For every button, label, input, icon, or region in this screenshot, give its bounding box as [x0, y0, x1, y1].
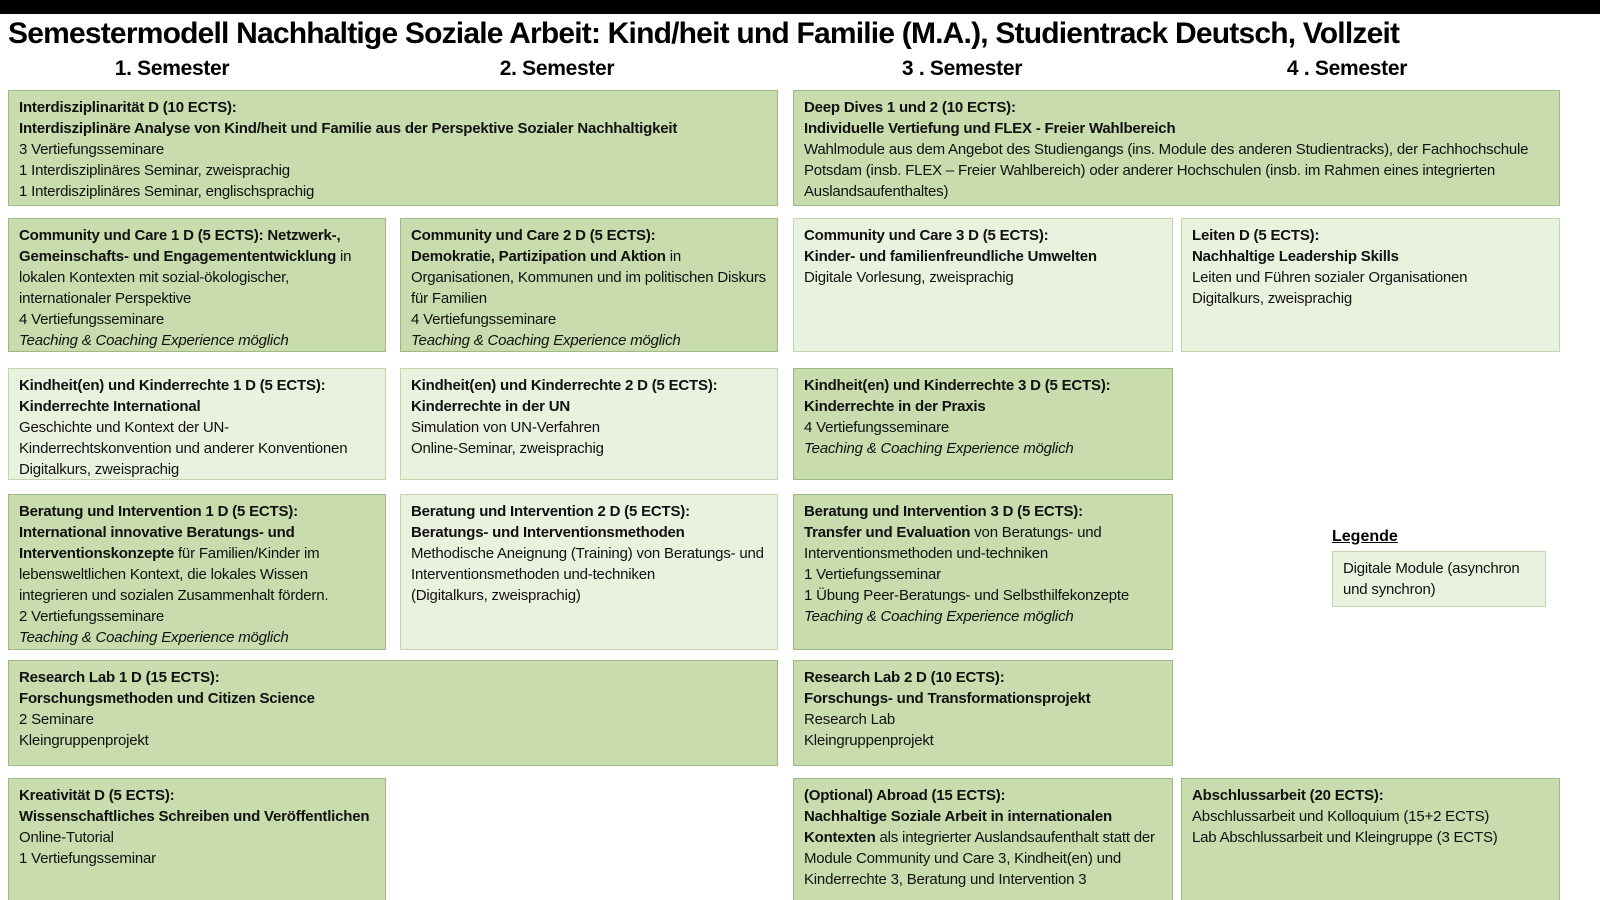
- module-text-line: Digitalkurs, zweisprachig: [1192, 290, 1353, 307]
- module-research-lab-1: Research Lab 1 D (15 ECTS): Forschungsmet…: [8, 660, 778, 766]
- module-text-line: Research Lab: [804, 711, 895, 728]
- module-community-care-2: Community und Care 2 D (5 ECTS): Demokrat…: [400, 218, 778, 352]
- module-leiten: Leiten D (5 ECTS): Nachhaltige Leadership…: [1181, 218, 1560, 352]
- semester-header-3: 3 . Semester: [901, 57, 1023, 80]
- module-text-line: Leiten und Führen sozialer Organisatione…: [1192, 269, 1468, 286]
- module-text-line: 3 Vertiefungsseminare: [19, 141, 165, 158]
- module-text-line: Digitale Vorlesung, zweisprachig: [804, 269, 1014, 286]
- module-kinderrechte-3: Kindheit(en) und Kinderrechte 3 D (5 ECT…: [793, 368, 1173, 480]
- module-text-line: 1 Übung Peer-Beratungs- und Selbsthilfek…: [804, 587, 1129, 604]
- module-text-line: Nachhaltige Leadership Skills: [1192, 248, 1399, 265]
- module-text-line: Lab Abschlussarbeit und Kleingruppe (3 E…: [1192, 829, 1498, 846]
- module-text-line: 4 Vertiefungsseminare: [411, 311, 557, 328]
- semester-header-2: 2. Semester: [499, 57, 615, 80]
- module-text-line: Kinderrechte in der Praxis: [804, 398, 986, 415]
- module-text-line: Nachhaltige Soziale Arbeit in internatio…: [804, 808, 1155, 888]
- module-text-line: Research Lab 2 D (10 ECTS):: [804, 669, 1005, 686]
- module-text-line: Community und Care 1 D (5 ECTS): Netzwer…: [19, 227, 352, 307]
- module-text-line: (Digitalkurs, zweisprachig): [411, 587, 581, 604]
- module-abroad: (Optional) Abroad (15 ECTS): Nachhaltige …: [793, 778, 1173, 900]
- module-text-line: Beratung und Intervention 1 D (5 ECTS):: [19, 503, 298, 520]
- module-research-lab-2: Research Lab 2 D (10 ECTS): Forschungs- u…: [793, 660, 1173, 766]
- legend-digital-module-swatch: Digitale Module (asynchron und synchron): [1332, 551, 1546, 607]
- module-text-line: International innovative Beratungs- und …: [19, 524, 329, 604]
- module-text-line: Beratungs- und Interventionsmethoden: [411, 524, 685, 541]
- page-title: Semestermodell Nachhaltige Soziale Arbei…: [8, 17, 1400, 50]
- module-text-line: 1 Vertiefungsseminar: [804, 566, 941, 583]
- module-community-care-3: Community und Care 3 D (5 ECTS): Kinder- …: [793, 218, 1173, 352]
- module-text-line: Kinder- und familienfreundliche Umwelten: [804, 248, 1097, 265]
- module-text-line: 2 Seminare: [19, 711, 94, 728]
- module-community-care-1: Community und Care 1 D (5 ECTS): Netzwer…: [8, 218, 386, 352]
- module-text-line: Transfer und Evaluation von Beratungs- u…: [804, 524, 1102, 562]
- module-text-line: Teaching & Coaching Experience möglich: [411, 332, 681, 349]
- module-text-line: 4 Vertiefungsseminare: [804, 419, 950, 436]
- module-kinderrechte-1: Kindheit(en) und Kinderrechte 1 D (5 ECT…: [8, 368, 386, 480]
- module-abschlussarbeit: Abschlussarbeit (20 ECTS): Abschlussarbei…: [1181, 778, 1560, 900]
- module-text-line: Kindheit(en) und Kinderrechte 1 D (5 ECT…: [19, 377, 326, 394]
- module-text-line: Kindheit(en) und Kinderrechte 3 D (5 ECT…: [804, 377, 1111, 394]
- module-text-line: Teaching & Coaching Experience möglich: [804, 440, 1074, 457]
- module-text-line: 1 Interdisziplinäres Seminar, zweisprach…: [19, 162, 290, 179]
- module-text-line: Research Lab 1 D (15 ECTS):: [19, 669, 220, 686]
- legend-title: Legende: [1332, 528, 1398, 545]
- module-text-line: Abschlussarbeit (20 ECTS):: [1192, 787, 1384, 804]
- module-text-line: Wissenschaftliches Schreiben und Veröffe…: [19, 808, 370, 825]
- module-text-line: Digitalkurs, zweisprachig: [19, 461, 180, 478]
- module-text-line: Kindheit(en) und Kinderrechte 2 D (5 ECT…: [411, 377, 718, 394]
- module-text-line: Kleingruppenprojekt: [804, 732, 934, 749]
- module-text-line: Simulation von UN-Verfahren: [411, 419, 600, 436]
- module-text-line: Demokratie, Partizipation und Aktion in …: [411, 248, 766, 307]
- module-text-line: 2 Vertiefungsseminare: [19, 608, 165, 625]
- module-text-line: Community und Care 3 D (5 ECTS):: [804, 227, 1049, 244]
- module-beratung-1: Beratung und Intervention 1 D (5 ECTS): I…: [8, 494, 386, 650]
- top-black-bar: [0, 0, 1600, 14]
- module-text-line: Teaching & Coaching Experience möglich: [804, 608, 1074, 625]
- module-text-line: 4 Vertiefungsseminare: [19, 311, 165, 328]
- module-text-line: Kinderrechte in der UN: [411, 398, 570, 415]
- module-text-line: Deep Dives 1 und 2 (10 ECTS):: [804, 99, 1016, 116]
- module-text-line: Geschichte und Kontext der UN-Kinderrech…: [19, 419, 348, 457]
- module-text-line: Methodische Aneignung (Training) von Ber…: [411, 545, 764, 583]
- module-text-line: Interdisziplinarität D (10 ECTS):: [19, 99, 237, 116]
- module-text-line: 1 Vertiefungsseminar: [19, 850, 156, 867]
- module-text-line: Beratung und Intervention 2 D (5 ECTS):: [411, 503, 690, 520]
- module-text-line: Teaching & Coaching Experience möglich: [19, 629, 289, 646]
- module-text-line: Kinderrechte International: [19, 398, 201, 415]
- module-text-line: Interdisziplinäre Analyse von Kind/heit …: [19, 120, 678, 137]
- module-text-line: Beratung und Intervention 3 D (5 ECTS):: [804, 503, 1083, 520]
- module-text-line: 1 Interdisziplinäres Seminar, englischsp…: [19, 183, 315, 200]
- module-text-line: Forschungsmethoden und Citizen Science: [19, 690, 315, 707]
- module-beratung-3: Beratung und Intervention 3 D (5 ECTS): T…: [793, 494, 1173, 650]
- module-text-line: Online-Seminar, zweisprachig: [411, 440, 604, 457]
- module-deep-dives: Deep Dives 1 und 2 (10 ECTS): Individuell…: [793, 90, 1560, 206]
- module-text-line: Kreativität D (5 ECTS):: [19, 787, 175, 804]
- module-text-line: Community und Care 2 D (5 ECTS):: [411, 227, 656, 244]
- module-text-line: Individuelle Vertiefung und FLEX - Freie…: [804, 120, 1176, 137]
- module-text-line: Leiten D (5 ECTS):: [1192, 227, 1320, 244]
- module-text-line: Wahlmodule aus dem Angebot des Studienga…: [804, 141, 1529, 200]
- module-text-line: Teaching & Coaching Experience möglich: [19, 332, 289, 349]
- module-beratung-2: Beratung und Intervention 2 D (5 ECTS): B…: [400, 494, 778, 650]
- module-text-line: Abschlussarbeit und Kolloquium (15+2 ECT…: [1192, 808, 1490, 825]
- module-interdisziplinaritaet: Interdisziplinarität D (10 ECTS): Interdi…: [8, 90, 778, 206]
- module-kreativitaet: Kreativität D (5 ECTS): Wissenschaftliche…: [8, 778, 386, 900]
- module-text-line: Online-Tutorial: [19, 829, 114, 846]
- module-kinderrechte-2: Kindheit(en) und Kinderrechte 2 D (5 ECT…: [400, 368, 778, 480]
- module-text-line: (Optional) Abroad (15 ECTS):: [804, 787, 1006, 804]
- module-text-line: Forschungs- und Transformationsprojekt: [804, 690, 1091, 707]
- module-text-line: Kleingruppenprojekt: [19, 732, 149, 749]
- semester-header-4: 4 . Semester: [1286, 57, 1408, 80]
- semester-header-1: 1. Semester: [114, 57, 230, 80]
- legend-digital-module-label: Digitale Module (asynchron und synchron): [1343, 560, 1520, 598]
